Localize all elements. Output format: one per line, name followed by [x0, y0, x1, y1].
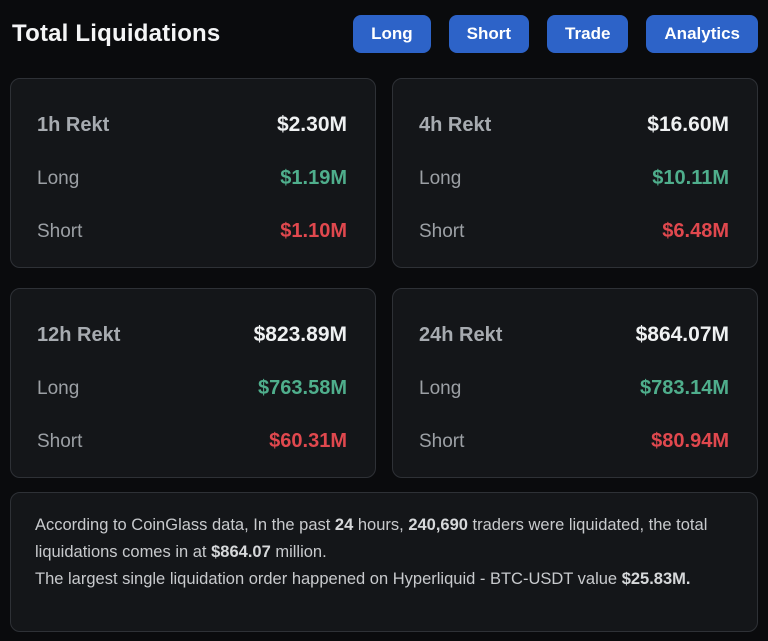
short-value: $80.94M — [651, 430, 729, 452]
total-value: $823.89M — [253, 323, 347, 346]
rekt-card-1h: 1h Rekt $2.30M Long $1.19M Short $1.10M — [10, 78, 376, 268]
summary-panel: According to CoinGlass data, In the past… — [10, 492, 758, 632]
card-title: 24h Rekt — [419, 324, 503, 346]
short-button[interactable]: Short — [448, 15, 530, 53]
long-value: $763.58M — [258, 377, 347, 399]
summary-paragraph-1: According to CoinGlass data, In the past… — [35, 516, 708, 561]
short-row: Short $6.48M — [419, 220, 729, 243]
short-value: $1.10M — [280, 220, 347, 242]
filter-button-row: Long Short Trade Analytics — [353, 15, 758, 53]
short-row: Short $1.10M — [37, 220, 347, 243]
short-value: $60.31M — [269, 430, 347, 452]
long-row: Long $783.14M — [419, 377, 729, 400]
total-value: $2.30M — [276, 113, 347, 136]
card-title: 1h Rekt — [37, 114, 110, 136]
long-value: $10.11M — [652, 167, 729, 189]
card-title: 12h Rekt — [37, 324, 121, 346]
rekt-card-12h: 12h Rekt $823.89M Long $763.58M Short $6… — [10, 288, 376, 478]
short-row: Short $80.94M — [419, 430, 729, 453]
header: Total Liquidations Long Short Trade Anal… — [0, 0, 768, 53]
card-header-row: 24h Rekt $864.07M — [419, 323, 729, 347]
total-value: $16.60M — [647, 113, 729, 136]
analytics-button[interactable]: Analytics — [646, 15, 758, 53]
rekt-card-4h: 4h Rekt $16.60M Long $10.11M Short $6.48… — [392, 78, 758, 268]
short-label: Short — [37, 221, 83, 242]
trade-button[interactable]: Trade — [547, 15, 629, 53]
long-label: Long — [419, 378, 462, 399]
long-row: Long $10.11M — [419, 167, 729, 190]
long-label: Long — [37, 168, 80, 189]
short-label: Short — [37, 431, 83, 452]
short-value: $6.48M — [662, 220, 729, 242]
long-button[interactable]: Long — [353, 15, 431, 53]
rekt-cards-grid: 1h Rekt $2.30M Long $1.19M Short $1.10M … — [10, 78, 758, 478]
card-header-row: 12h Rekt $823.89M — [37, 323, 347, 347]
long-value: $783.14M — [640, 377, 729, 399]
card-header-row: 4h Rekt $16.60M — [419, 113, 729, 137]
long-row: Long $763.58M — [37, 377, 347, 400]
card-header-row: 1h Rekt $2.30M — [37, 113, 347, 137]
summary-paragraph-2: The largest single liquidation order hap… — [35, 570, 691, 588]
total-value: $864.07M — [635, 323, 729, 346]
long-value: $1.19M — [280, 167, 347, 189]
long-label: Long — [37, 378, 80, 399]
short-label: Short — [419, 221, 465, 242]
page-title: Total Liquidations — [12, 20, 221, 47]
short-label: Short — [419, 431, 465, 452]
long-row: Long $1.19M — [37, 167, 347, 190]
rekt-card-24h: 24h Rekt $864.07M Long $783.14M Short $8… — [392, 288, 758, 478]
short-row: Short $60.31M — [37, 430, 347, 453]
card-title: 4h Rekt — [419, 114, 492, 136]
long-label: Long — [419, 168, 462, 189]
